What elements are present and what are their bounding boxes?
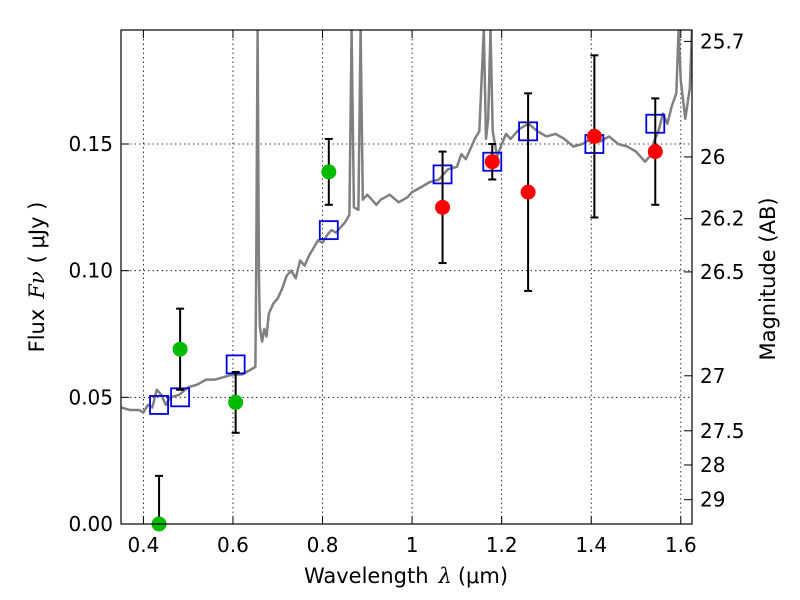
y-tick-label: 0.05 xyxy=(68,385,113,409)
red-data-point xyxy=(647,144,663,160)
red-data-point xyxy=(435,199,451,215)
x-tick-label: 1.2 xyxy=(486,533,518,557)
y2-tick-label: 25.7 xyxy=(700,29,745,53)
y-axis-label-symbol: Fν xyxy=(25,271,49,300)
grid-lines xyxy=(121,30,692,525)
x-tick-label: 0.4 xyxy=(127,533,159,557)
green-data-point xyxy=(172,341,188,357)
red-data-point xyxy=(586,128,602,144)
y-tick-label: 0.00 xyxy=(68,512,113,536)
y-tick-label: 0.10 xyxy=(68,259,113,283)
x-tick-label: 1.4 xyxy=(575,533,607,557)
model-spectrum-layer xyxy=(121,30,692,414)
y2-tick-label: 28 xyxy=(700,453,725,477)
x-axis-label: Wavelength λ (μm) xyxy=(304,564,508,588)
red-data-point xyxy=(520,184,536,200)
axis-ticks: 0.4 0.6 0.8 1 1.2 1.4 1.6 0.00 0.05 0.10 0.15 25.7 2… xyxy=(68,29,744,557)
y-axis-label-prefix: Flux xyxy=(25,309,49,353)
x-tick-label: 1.6 xyxy=(665,533,697,557)
y2-tick-label: 27 xyxy=(700,364,725,388)
errorbars xyxy=(155,54,660,524)
y-axis-label: Flux Fν ( μJy ) xyxy=(25,202,49,353)
x-axis-label-symbol: λ xyxy=(438,564,452,588)
plot-frame xyxy=(120,29,693,525)
observed-points xyxy=(151,128,663,532)
y2-tick-label: 26 xyxy=(700,145,725,169)
model-photometry-squares xyxy=(149,113,666,415)
green-data-point xyxy=(228,394,244,410)
y2-tick-label: 26.2 xyxy=(700,207,745,231)
x-tick-label: 0.6 xyxy=(217,533,249,557)
x-tick-label: 1 xyxy=(406,533,419,557)
model-square xyxy=(149,395,169,415)
green-data-point xyxy=(321,164,337,180)
red-data-point xyxy=(484,154,500,170)
y2-tick-label: 27.5 xyxy=(700,419,745,443)
model-square xyxy=(225,354,246,375)
y-axis-label-unit: ( μJy ) xyxy=(25,202,49,264)
y2-axis-label: Magnitude (AB) xyxy=(756,197,780,360)
y2-tick-label: 26.5 xyxy=(700,260,745,284)
y-tick-label: 0.15 xyxy=(68,132,113,156)
x-axis-label-unit: (μm) xyxy=(458,564,508,588)
model-spectrum-line xyxy=(121,30,692,414)
x-axis-label-prefix: Wavelength xyxy=(304,564,429,588)
y2-tick-label: 29 xyxy=(700,488,725,512)
model-square xyxy=(318,220,339,241)
x-tick-label: 0.8 xyxy=(307,533,339,557)
